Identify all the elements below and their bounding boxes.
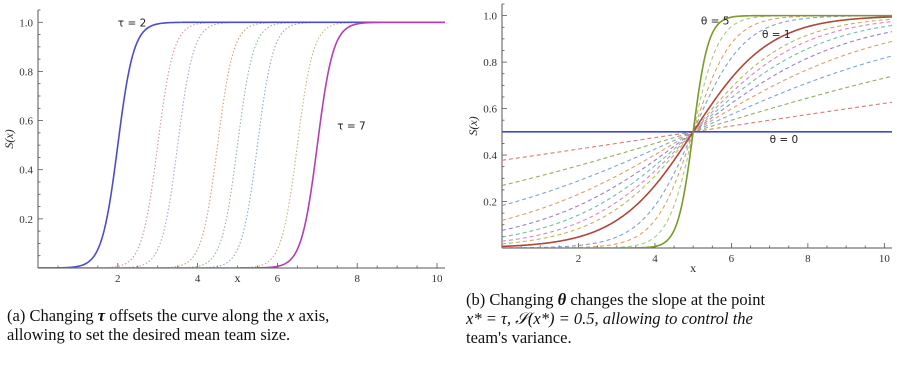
chart-a-svg: 2 4 6 8 10 0.2 0.4 0.6 0.8 1.0 x S(x) τ = 2 τ = 7: [2, 9, 445, 285]
x-tick-label: 6: [275, 273, 281, 285]
series-line-tau-2: [38, 21, 445, 268]
caption-b: (b) Changing θ changes the slope at the …: [466, 290, 897, 347]
series-line-theta-5: [502, 14, 892, 248]
y-axis-title: S(x): [2, 129, 16, 148]
x-tick-label: 10: [432, 273, 444, 285]
y-tick-label: 1.0: [483, 11, 497, 23]
x-tick-label: 2: [115, 273, 121, 285]
x-tick-label: 6: [729, 253, 735, 265]
series-line-tau-5-5: [38, 21, 445, 268]
y-tick-label: 0.6: [19, 116, 33, 128]
y-tick-label: 0.4: [483, 150, 497, 162]
caption-a-text: offsets the curve along the: [105, 306, 288, 325]
series-line-tau-5: [38, 21, 445, 268]
caption-a-symbol: τ: [97, 306, 106, 325]
x-tick-label: 2: [576, 253, 582, 265]
series-line-tau-6-5: [38, 21, 445, 268]
caption-a-line-1: (a) Changing τ offsets the curve along t…: [7, 306, 452, 325]
caption-b-line-2: x* = τ, 𝒮(x*) = 0.5, allowing to control…: [466, 309, 753, 328]
x-tick-label: 8: [354, 273, 360, 285]
y-tick-label: 0.8: [19, 66, 33, 78]
chart-panel-b: 2 4 6 8 10 0.2 0.4 0.6 0.8 1.0 x S(x) θ = 5 θ = 1 θ = …: [456, 0, 897, 290]
y-tick-label: 1.0: [19, 17, 33, 29]
series-line-theta-0-8: [502, 18, 892, 245]
x-tick-label: 4: [195, 273, 201, 285]
x-axis-title: x: [690, 261, 696, 275]
curve-annotation: θ = 5: [701, 15, 730, 27]
y-tick-label: 0.8: [483, 57, 497, 69]
y-axis-title: S(x): [466, 116, 480, 135]
y-tick-label: 0.4: [19, 165, 33, 177]
x-tick-label: 8: [805, 253, 811, 265]
caption-a-text: axis,: [294, 306, 330, 325]
curve-annotation: θ = 1: [762, 29, 791, 41]
series-line-theta-0-3: [502, 55, 892, 207]
series-line-tau-7: [38, 21, 445, 268]
curve-annotation: τ = 2: [118, 17, 146, 29]
chart-b-svg: 2 4 6 8 10 0.2 0.4 0.6 0.8 1.0 x S(x) θ = 5 θ = 1 θ = …: [466, 3, 892, 275]
y-tick-label: 0.2: [19, 214, 33, 226]
caption-a-variable: x: [287, 306, 295, 325]
curve-annotation: θ = 0: [770, 134, 799, 146]
x-tick-label: 10: [879, 253, 891, 265]
caption-b-symbol: θ: [557, 290, 567, 309]
series-line-tau-3-5: [38, 21, 445, 268]
caption-b-line-3: team's variance.: [466, 328, 572, 347]
y-tick-label: 0.6: [483, 104, 497, 116]
series-line-theta-1: [502, 16, 892, 248]
caption-b-text: (b) Changing: [466, 290, 558, 309]
series-line-theta-0-5: [502, 31, 892, 231]
series-line-theta-1-5: [502, 15, 892, 248]
caption-a-text: (a) Changing: [7, 306, 98, 325]
caption-a: (a) Changing τ offsets the curve along t…: [7, 306, 452, 344]
series-line-tau-4-5: [38, 21, 445, 268]
x-tick-label: 4: [652, 253, 658, 265]
y-tick-label: 0.2: [483, 197, 497, 209]
curve-annotation: τ = 7: [337, 120, 365, 132]
caption-a-line-2: allowing to set the desired mean team si…: [7, 325, 291, 344]
chart-panel-a: 2 4 6 8 10 0.2 0.4 0.6 0.8 1.0 x S(x) τ = 2 τ = 7: [0, 0, 450, 290]
caption-b-text: changes the slope at the point: [566, 290, 766, 309]
series-line-tau-3: [38, 21, 445, 268]
x-axis-title: x: [235, 271, 241, 285]
series-line-theta-0-7: [502, 21, 892, 242]
series-line-theta-0-2: [502, 75, 892, 187]
caption-b-line-1: (b) Changing θ changes the slope at the …: [466, 290, 897, 309]
